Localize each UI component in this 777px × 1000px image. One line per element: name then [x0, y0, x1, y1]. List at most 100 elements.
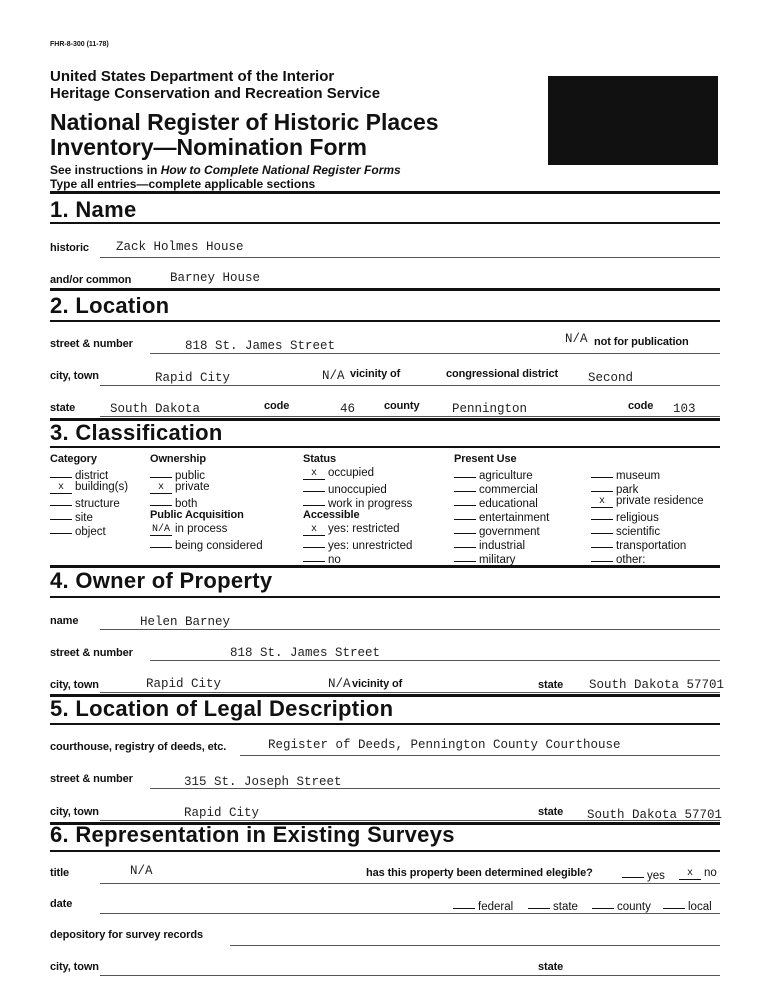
checkbox-blank[interactable] [454, 551, 476, 562]
state-value[interactable]: South Dakota [110, 402, 201, 416]
checkbox-blank[interactable] [454, 509, 476, 520]
county-code-value[interactable]: 103 [673, 402, 696, 416]
survey-level-option[interactable]: federal [453, 898, 513, 913]
present-use-option[interactable]: industrial [454, 537, 525, 552]
code-value[interactable]: 46 [340, 402, 356, 416]
checkbox-blank[interactable] [454, 481, 476, 492]
checkbox-blank[interactable] [622, 867, 644, 878]
checkbox-blank[interactable] [150, 495, 172, 506]
ownership-option[interactable]: public [150, 467, 205, 482]
checkbox-blank[interactable] [454, 495, 476, 506]
checkbox-blank[interactable] [50, 495, 72, 506]
status-option[interactable]: unoccupied [303, 481, 387, 496]
public-acquisition-option[interactable]: N/A in process [150, 523, 227, 536]
present-use-option[interactable]: military [454, 551, 515, 566]
present-use-option[interactable]: government [454, 523, 540, 538]
present-use-option[interactable]: park [591, 481, 638, 496]
checkbox-blank[interactable] [591, 481, 613, 492]
checkbox-blank[interactable] [303, 551, 325, 562]
survey-title-value[interactable]: N/A [130, 864, 153, 878]
checkbox-blank[interactable] [50, 467, 72, 478]
present-use-option[interactable]: commercial [454, 481, 538, 496]
vicinity-value[interactable]: N/A [322, 369, 345, 383]
checkbox-blank[interactable] [453, 898, 475, 909]
section-4-heading: 4. Owner of Property [50, 568, 273, 593]
owner-state-value[interactable]: South Dakota 57701 [589, 678, 725, 692]
congressional-district-value[interactable]: Second [588, 371, 634, 385]
survey-level-option[interactable]: local [663, 898, 712, 913]
checkbox-blank[interactable] [591, 551, 613, 562]
present-use-option[interactable]: x private residence [591, 495, 704, 508]
not-for-publication-value[interactable]: N/A [565, 332, 588, 346]
ownership-option[interactable]: both [150, 495, 197, 510]
checkbox-blank[interactable]: x [679, 869, 701, 880]
owner-name-value[interactable]: Helen Barney [140, 615, 231, 629]
checkbox-blank[interactable]: x [303, 469, 325, 480]
category-option[interactable]: object [50, 523, 106, 538]
checkbox-blank[interactable]: x [303, 525, 325, 536]
accessible-option[interactable]: yes: unrestricted [303, 537, 412, 552]
present-use-option[interactable]: scientific [591, 523, 660, 538]
survey-level-option[interactable]: state [528, 898, 578, 913]
present-use-option[interactable]: agriculture [454, 467, 533, 482]
present-use-option[interactable]: religious [591, 509, 659, 524]
historic-name-value[interactable]: Zack Holmes House [116, 240, 244, 254]
checkbox-blank[interactable]: x [591, 497, 613, 508]
checkbox-blank[interactable]: N/A [150, 524, 172, 536]
category-option[interactable]: structure [50, 495, 120, 510]
present-use-option[interactable]: educational [454, 495, 538, 510]
accessible-option[interactable]: no [303, 551, 341, 566]
checkbox-blank[interactable] [50, 523, 72, 534]
form-title-line-1: National Register of Historic Places [50, 109, 439, 135]
city-value[interactable]: Rapid City [155, 371, 231, 385]
category-option[interactable]: district [50, 467, 108, 482]
present-use-option[interactable]: transportation [591, 537, 686, 552]
checkbox-blank[interactable] [663, 898, 685, 909]
owner-city-value[interactable]: Rapid City [146, 677, 222, 691]
legal-street-value[interactable]: 315 St. Joseph Street [184, 775, 342, 789]
common-name-value[interactable]: Barney House [170, 271, 261, 285]
checkbox-blank[interactable] [150, 537, 172, 548]
legal-state-value[interactable]: South Dakota 57701 [587, 808, 723, 822]
owner-street-value[interactable]: 818 St. James Street [230, 646, 381, 660]
section-rule [50, 723, 720, 725]
checkbox-blank[interactable] [454, 523, 476, 534]
status-option[interactable]: x occupied [303, 467, 374, 480]
checkbox-blank[interactable] [591, 523, 613, 534]
present-use-option[interactable]: entertainment [454, 509, 549, 524]
instructions-reference: How to Complete National Register Forms [160, 163, 401, 177]
category-option[interactable]: x building(s) [50, 481, 128, 494]
checkbox-blank[interactable] [50, 509, 72, 520]
eligible-no[interactable]: x no [679, 867, 717, 880]
present-use-option[interactable]: other: [591, 551, 645, 566]
checkbox-blank[interactable] [454, 467, 476, 478]
status-option[interactable]: work in progress [303, 495, 412, 510]
checkbox-blank[interactable] [303, 537, 325, 548]
legal-city-value[interactable]: Rapid City [184, 806, 260, 820]
checkbox-blank[interactable]: x [150, 483, 172, 494]
checkbox-label: religious [616, 512, 659, 524]
checkbox-blank[interactable] [150, 467, 172, 478]
courthouse-value[interactable]: Register of Deeds, Pennington County Cou… [268, 738, 621, 752]
checkbox-blank[interactable] [591, 467, 613, 478]
checkbox-blank[interactable] [303, 481, 325, 492]
checkbox-blank[interactable] [591, 537, 613, 548]
public-acquisition-option[interactable]: being considered [150, 537, 263, 552]
section-rule [50, 822, 720, 825]
eligible-yes[interactable]: yes [622, 867, 665, 882]
checkbox-blank[interactable]: x [50, 483, 72, 494]
checkbox-blank[interactable] [454, 537, 476, 548]
checkbox-label: structure [75, 498, 120, 510]
checkbox-blank[interactable] [591, 509, 613, 520]
owner-vicinity-value[interactable]: N/A [328, 677, 351, 691]
category-option[interactable]: site [50, 509, 93, 524]
street-value[interactable]: 818 St. James Street [185, 339, 336, 353]
checkbox-blank[interactable] [592, 898, 614, 909]
checkbox-blank[interactable] [303, 495, 325, 506]
county-value[interactable]: Pennington [452, 402, 528, 416]
accessible-option[interactable]: x yes: restricted [303, 523, 400, 536]
ownership-option[interactable]: x private [150, 481, 210, 494]
checkbox-blank[interactable] [528, 898, 550, 909]
present-use-option[interactable]: museum [591, 467, 660, 482]
survey-level-option[interactable]: county [592, 898, 651, 913]
